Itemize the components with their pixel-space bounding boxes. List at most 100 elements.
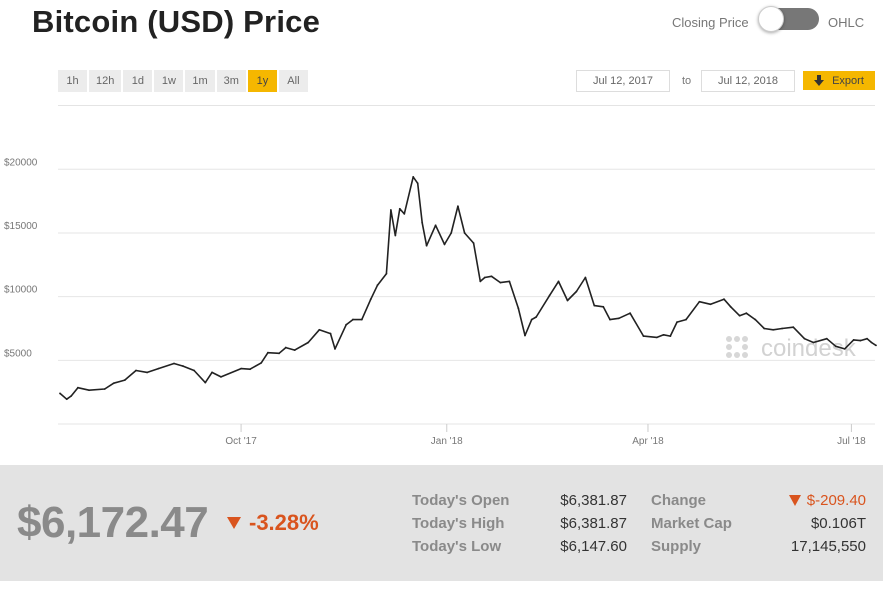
- data-point: [278, 352, 280, 355]
- todays-open-value: $6,381.87: [560, 492, 627, 509]
- data-point: [249, 368, 251, 371]
- data-point: [385, 272, 388, 275]
- data-point: [421, 221, 424, 224]
- change-amount: $-209.40: [806, 492, 866, 509]
- data-point: [745, 312, 748, 315]
- data-point: [852, 339, 855, 341]
- data-point: [662, 333, 665, 336]
- data-point: [738, 314, 741, 317]
- range-button-1h[interactable]: 1h: [58, 70, 87, 92]
- data-point: [803, 337, 806, 340]
- data-point: [403, 212, 406, 215]
- x-tick-label: Jul '18: [837, 436, 866, 447]
- x-tick-label: Oct '17: [225, 436, 257, 447]
- price-stats-panel: $6,172.47 -3.28% Today's Open $6,381.87 …: [0, 465, 883, 581]
- data-point: [65, 398, 68, 401]
- data-point: [754, 318, 757, 321]
- data-point: [450, 232, 453, 234]
- change-value: $-209.40: [740, 492, 866, 509]
- data-point: [524, 334, 526, 337]
- data-point: [825, 337, 828, 340]
- data-point: [434, 224, 437, 227]
- range-button-1m[interactable]: 1m: [185, 70, 215, 92]
- x-axis: Oct '17 Jan '18 Apr '18 Jul '18: [58, 423, 875, 447]
- data-point: [369, 298, 372, 301]
- data-point: [425, 244, 428, 247]
- data-point: [193, 369, 196, 372]
- data-point: [642, 335, 645, 338]
- data-point: [329, 332, 332, 335]
- coindesk-watermark: coindesk: [726, 335, 857, 362]
- market-cap-label: Market Cap: [651, 515, 732, 532]
- data-point: [267, 351, 269, 354]
- export-label: Export: [832, 74, 864, 87]
- data-point: [792, 326, 795, 329]
- todays-open-label: Today's Open: [412, 492, 510, 509]
- data-point: [88, 389, 90, 392]
- down-triangle-icon: [788, 495, 801, 506]
- range-button-3m[interactable]: 3m: [216, 70, 246, 92]
- data-point: [723, 298, 725, 301]
- end-date-input[interactable]: Jul 12, 2018: [701, 70, 795, 92]
- range-button-all[interactable]: All: [278, 70, 308, 92]
- current-price: $6,172.47: [17, 498, 209, 547]
- data-point: [443, 243, 446, 246]
- data-point: [557, 280, 560, 283]
- data-point: [870, 341, 873, 344]
- change-percent: -3.28%: [227, 510, 319, 536]
- range-button-12h[interactable]: 12h: [89, 70, 122, 92]
- data-point: [875, 344, 877, 347]
- change-percent-value: -3.28%: [249, 510, 319, 535]
- data-point: [517, 307, 520, 310]
- price-chart: $5000 $10000 $15000 $20000 Oct '17 Jan '18 Ap…: [4, 157, 877, 447]
- switch-knob[interactable]: [758, 6, 784, 32]
- data-point: [698, 300, 701, 303]
- data-point: [416, 182, 419, 185]
- data-point: [709, 303, 712, 306]
- chart-gridlines: [58, 168, 875, 361]
- data-point: [866, 337, 868, 340]
- data-point: [629, 312, 631, 315]
- data-point: [146, 371, 149, 374]
- down-triangle-icon: [227, 517, 241, 529]
- data-point: [812, 341, 815, 344]
- closing-price-label: Closing Price: [672, 15, 749, 30]
- todays-low-value: $6,147.60: [560, 538, 627, 555]
- data-point: [240, 367, 242, 370]
- data-point: [59, 392, 61, 395]
- range-button-1d[interactable]: 1d: [123, 70, 153, 92]
- range-button-1y[interactable]: 1y: [247, 70, 277, 92]
- data-point: [472, 242, 475, 245]
- data-point: [182, 365, 184, 367]
- data-point: [575, 290, 578, 293]
- todays-low-label: Today's Low: [412, 538, 502, 555]
- data-point: [669, 335, 672, 338]
- data-point: [593, 304, 596, 307]
- coindesk-logo-icon: [726, 336, 748, 358]
- data-point: [173, 362, 175, 365]
- data-point: [729, 305, 732, 308]
- range-button-1w[interactable]: 1w: [154, 70, 184, 92]
- data-point: [584, 276, 587, 279]
- closing-ohlc-switch[interactable]: [758, 6, 819, 32]
- price-series-line: [59, 176, 877, 400]
- todays-high-label: Today's High: [412, 515, 505, 532]
- export-button[interactable]: Export: [803, 71, 875, 90]
- supply-value: 17,145,550: [790, 538, 866, 555]
- time-range-selector: 1h 12h 1d 1w 1m 3m 1y All: [58, 70, 308, 92]
- data-point: [351, 318, 354, 321]
- ohlc-label: OHLC: [828, 15, 865, 30]
- data-point: [260, 361, 263, 364]
- todays-high-value: $6,381.87: [560, 515, 627, 532]
- data-point: [307, 341, 310, 344]
- start-date-input[interactable]: Jul 12, 2017: [576, 70, 670, 92]
- data-point: [609, 318, 611, 321]
- data-point: [318, 328, 321, 331]
- y-tick-label: $5000: [4, 348, 32, 359]
- data-point: [398, 207, 401, 210]
- data-point: [490, 275, 493, 278]
- y-axis-labels: $5000 $10000 $15000 $20000: [4, 157, 38, 359]
- data-point: [220, 375, 222, 378]
- data-point: [602, 305, 605, 308]
- data-point: [530, 318, 533, 321]
